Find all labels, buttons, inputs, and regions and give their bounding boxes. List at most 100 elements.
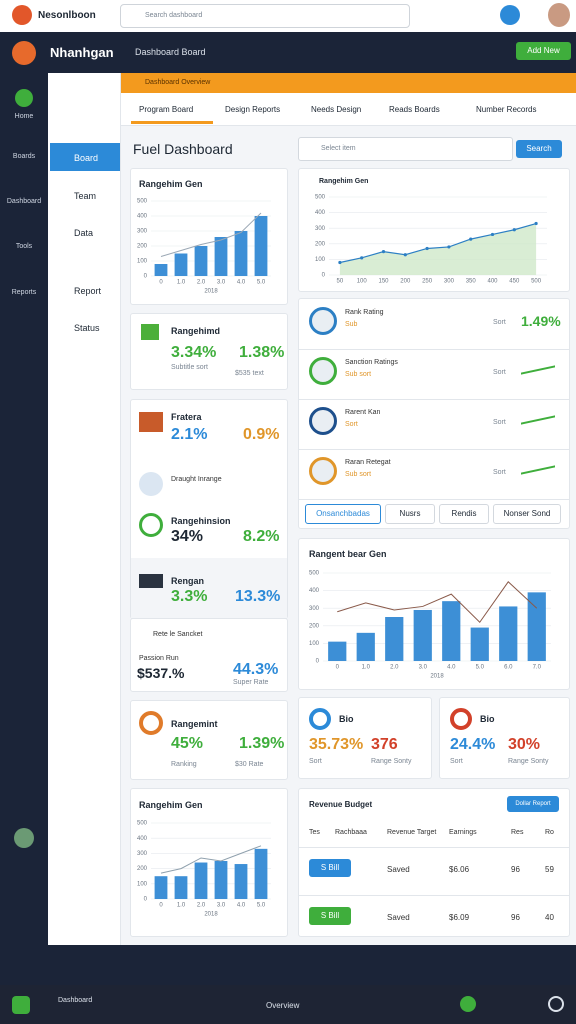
y-tick-label: 500 bbox=[137, 199, 148, 205]
x-tick-label: 450 bbox=[509, 279, 520, 285]
tab[interactable]: Design Reports bbox=[225, 105, 281, 114]
kpi-title: Draught Inrange bbox=[171, 476, 222, 483]
nav-item[interactable]: Boards bbox=[12, 153, 36, 160]
bar bbox=[499, 606, 518, 661]
bar bbox=[234, 864, 248, 899]
browser-bar: Nesonlboon Search dashboard bbox=[0, 0, 576, 32]
row-title: Rarent Kan bbox=[345, 409, 381, 416]
bar bbox=[470, 627, 489, 661]
row-sub: Sub sort bbox=[345, 471, 372, 478]
table-cell: Saved bbox=[387, 865, 410, 874]
list-button[interactable]: Onsanchbadas bbox=[305, 504, 381, 524]
divider bbox=[299, 895, 569, 896]
tab[interactable]: Needs Design bbox=[311, 105, 362, 114]
brand-icon bbox=[12, 41, 36, 65]
subnav-item[interactable]: Report bbox=[74, 286, 102, 296]
chart-title: Rangehim Gen bbox=[139, 179, 203, 189]
table-cell: 40 bbox=[545, 913, 554, 922]
nav-item[interactable]: Reports bbox=[11, 289, 37, 296]
tab[interactable]: Number Records bbox=[476, 105, 537, 114]
subnav-active bbox=[50, 143, 120, 171]
y-tick-label: 0 bbox=[316, 659, 320, 665]
card-note: Sort bbox=[309, 758, 322, 765]
bar bbox=[413, 609, 432, 661]
tab[interactable]: Program Board bbox=[139, 105, 194, 114]
card-icon bbox=[309, 708, 331, 730]
x-axis-label: 2018 bbox=[430, 674, 444, 680]
nav-item[interactable]: Tools bbox=[15, 243, 33, 250]
footer-icon bbox=[12, 996, 30, 1014]
point bbox=[512, 228, 516, 232]
notice-bar: Dashboard Overview bbox=[121, 73, 576, 93]
y-tick-label: 0 bbox=[144, 274, 148, 280]
bar bbox=[174, 253, 188, 276]
search-button[interactable]: Search bbox=[516, 140, 562, 158]
subnav-item[interactable]: Status bbox=[74, 323, 100, 333]
table-cell: $6.09 bbox=[449, 913, 470, 922]
list-button[interactable]: Nusrs bbox=[385, 504, 435, 524]
divider bbox=[299, 847, 569, 848]
divider bbox=[299, 349, 569, 350]
kpi-note: Ranking bbox=[171, 761, 197, 768]
point bbox=[447, 245, 451, 249]
nav-item[interactable]: Home bbox=[14, 113, 34, 120]
x-tick-label: 4.0 bbox=[237, 903, 246, 909]
y-tick-label: 0 bbox=[144, 897, 148, 903]
chart-card: Rangent bear Gen 0 100 200 300 400 500 0 1.0 2.0… bbox=[298, 538, 570, 690]
tab-indicator bbox=[131, 121, 213, 124]
list-button[interactable]: Rendis bbox=[439, 504, 489, 524]
x-tick-label: 3.0 bbox=[217, 280, 226, 286]
select[interactable]: Select item bbox=[298, 137, 513, 161]
footer-icon[interactable] bbox=[460, 996, 476, 1012]
kpi-note: Subtitle sort bbox=[171, 364, 208, 371]
avatar[interactable] bbox=[548, 3, 570, 27]
select-text: Select item bbox=[321, 145, 356, 152]
kpi-icon bbox=[139, 711, 163, 735]
area bbox=[339, 223, 537, 275]
kpi-title: Rangehimd bbox=[171, 326, 221, 336]
list-button[interactable]: Nonser Sond bbox=[493, 504, 561, 524]
notice: Dashboard Overview bbox=[145, 79, 211, 86]
footer-icon[interactable] bbox=[548, 996, 564, 1012]
subnav-item[interactable]: Data bbox=[74, 228, 94, 238]
bar bbox=[328, 641, 347, 661]
row-icon bbox=[309, 307, 337, 335]
user-avatar[interactable] bbox=[14, 828, 34, 848]
subnav-item[interactable]: Team bbox=[74, 191, 97, 201]
row-title: Raran Retegat bbox=[345, 459, 391, 466]
card-title: Bio bbox=[339, 714, 354, 724]
row-icon bbox=[309, 457, 337, 485]
footer-center[interactable]: Overview bbox=[266, 1001, 300, 1010]
x-tick-label: 4.0 bbox=[237, 280, 246, 286]
card-title: Bio bbox=[480, 714, 495, 724]
sparkline bbox=[521, 365, 555, 381]
x-tick-label: 3.0 bbox=[419, 665, 428, 671]
subnav-item[interactable]: Board bbox=[74, 153, 99, 163]
table-cell: S Bill bbox=[309, 907, 351, 925]
card-value: 376 bbox=[371, 736, 398, 753]
chart-card: Rangehim Gen 0 100 200 300 400 500 0 1.0 2.0 3.0 4… bbox=[130, 788, 288, 937]
x-tick-label: 400 bbox=[487, 279, 498, 285]
kpi-icon bbox=[141, 324, 159, 340]
bar bbox=[194, 862, 208, 899]
y-tick-label: 500 bbox=[137, 821, 148, 827]
kpi-value: 2.1% bbox=[171, 426, 208, 443]
tab[interactable]: Reads Boards bbox=[389, 105, 440, 114]
table-button[interactable]: Dollar Report bbox=[507, 796, 559, 812]
y-tick-label: 400 bbox=[315, 210, 326, 216]
kpi-value: $537.% bbox=[137, 665, 185, 681]
kpi-value: 13.3% bbox=[235, 588, 281, 605]
y-tick-label: 400 bbox=[309, 588, 320, 594]
notification-icon[interactable] bbox=[500, 5, 520, 25]
kpi-value: 8.2% bbox=[243, 528, 280, 545]
nav-item[interactable]: Dashboard bbox=[6, 198, 42, 205]
add-button[interactable]: Add New bbox=[516, 42, 571, 60]
search-box[interactable]: Search dashboard bbox=[120, 4, 410, 28]
x-tick-label: 1.0 bbox=[362, 665, 371, 671]
kpi-card: Rete le Sancket Passion Run $537.% 44.3%… bbox=[130, 618, 288, 692]
x-tick-label: 200 bbox=[400, 279, 411, 285]
nav-icon bbox=[15, 89, 33, 107]
bar bbox=[214, 237, 228, 276]
small-card: Bio 24.4% 30% Sort Range Sonty bbox=[439, 697, 570, 779]
